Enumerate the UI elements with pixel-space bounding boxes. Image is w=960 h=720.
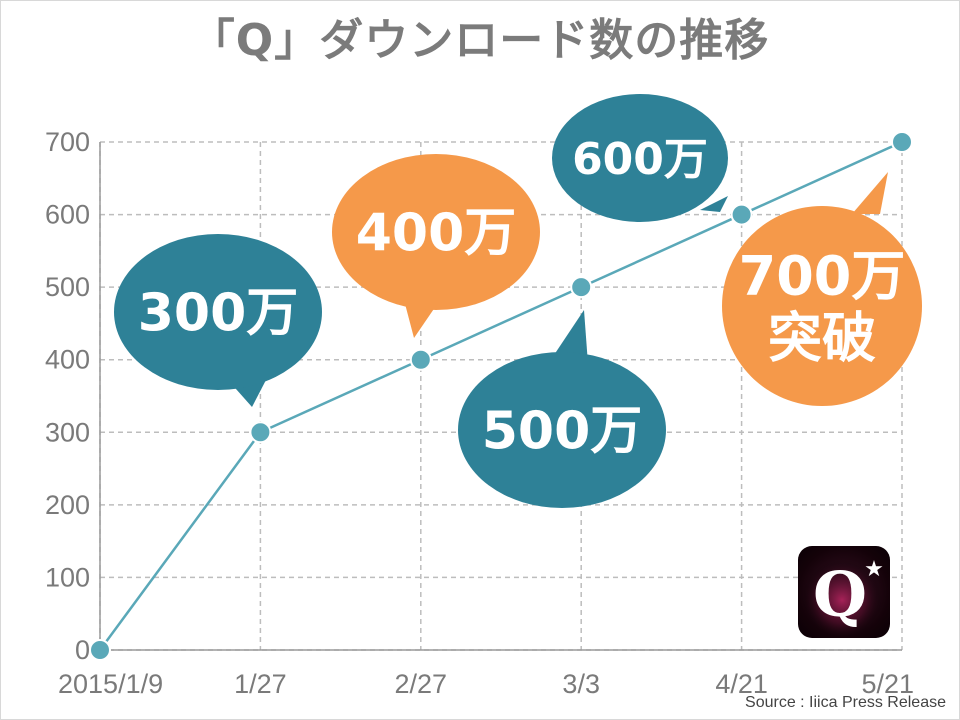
x-tick-label: 2015/1/9: [58, 669, 163, 699]
y-axis-ticks: 0 100 200 300 400 500 600 700: [45, 127, 90, 665]
data-point: [730, 203, 753, 226]
x-tick-label: 5/21: [861, 669, 914, 699]
chart-title: 「Q」ダウンロード数の推移: [190, 15, 770, 66]
bubble-tail: [548, 310, 588, 364]
data-point: [249, 421, 272, 444]
source-note: Source : Iiica Press Release: [745, 694, 946, 711]
data-point: [570, 276, 593, 299]
annotation-label: 400万: [356, 204, 517, 264]
annotation-bubble: [114, 234, 322, 390]
series-line: [98, 140, 903, 651]
y-tick-label: 200: [45, 490, 90, 520]
series-downloads: [89, 131, 913, 661]
annotation-bubble: [458, 352, 666, 508]
y-tick-label: 300: [45, 417, 90, 447]
icon-letter: Q: [813, 558, 867, 631]
y-tick-label: 400: [45, 345, 90, 375]
y-tick-label: 500: [45, 272, 90, 302]
q-app-icon: Q ★: [798, 546, 890, 638]
y-tick-label: 600: [45, 200, 90, 230]
bubble-tail: [852, 172, 888, 214]
annotation-label: 600万: [572, 134, 708, 185]
annotation-bubble: [332, 154, 540, 310]
bubble-tail: [700, 196, 728, 212]
data-point: [891, 131, 913, 153]
y-tick-label: 700: [45, 127, 90, 157]
annotation-label: 700万: [739, 244, 906, 307]
x-tick-label: 2/27: [395, 669, 448, 699]
grid: [99, 141, 903, 651]
annotation-label: 500万: [482, 402, 643, 462]
annotation-bubble: [552, 94, 728, 222]
x-tick-label: 4/21: [715, 669, 768, 699]
y-tick-label: 0: [75, 635, 90, 665]
annotation-label: 突破: [768, 306, 876, 369]
x-tick-label: 3/3: [562, 669, 600, 699]
annotation-label: 300万: [138, 284, 299, 344]
x-tick-label: 1/27: [234, 669, 287, 699]
data-point: [409, 348, 432, 371]
annotation-bubble: [722, 206, 922, 406]
data-point: [89, 639, 111, 661]
y-tick-label: 100: [45, 562, 90, 592]
x-axis-ticks: 2015/1/9 1/27 2/27 3/3 4/21 5/21: [58, 669, 914, 699]
star-icon: ★: [864, 557, 884, 582]
